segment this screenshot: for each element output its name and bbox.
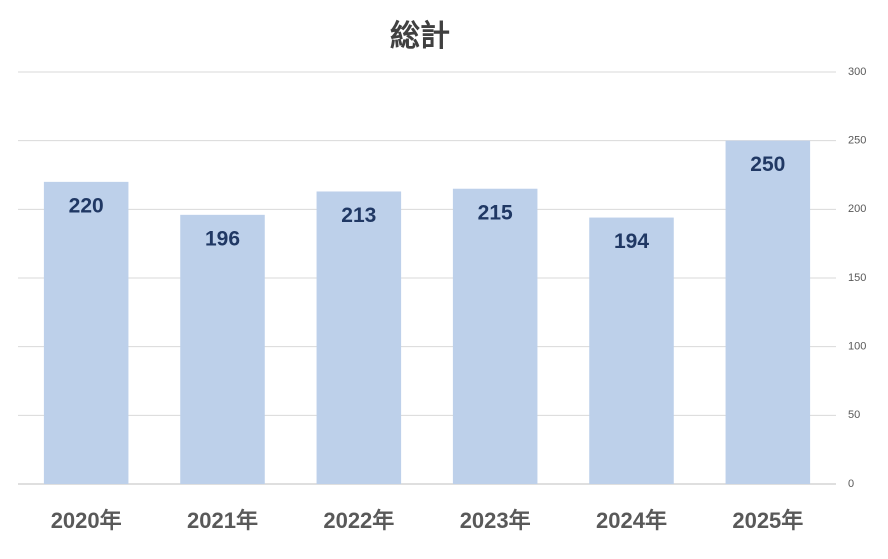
data-label: 220 [69,194,104,217]
x-tick-label: 2021年 [187,508,258,533]
y-tick-label: 150 [848,272,866,284]
bar [316,191,402,485]
data-label: 196 [205,227,240,250]
y-tick-label: 200 [848,203,866,215]
bar [43,181,129,484]
y-tick-label: 50 [848,409,860,421]
chart-title: 総計 [390,19,450,53]
bar [452,188,538,484]
x-tick-label: 2020年 [51,508,122,533]
y-tick-label: 250 [848,135,866,147]
x-tick-label: 2023年 [460,508,531,533]
x-tick-label: 2022年 [323,508,394,533]
data-label: 213 [341,204,376,227]
data-label: 215 [478,201,513,224]
y-tick-label: 100 [848,341,866,353]
bar [180,214,265,484]
x-tick-label: 2025年 [732,508,803,533]
bar [725,140,811,484]
data-label: 250 [750,153,785,176]
bar [589,217,674,484]
y-tick-label: 0 [848,478,854,490]
x-tick-label: 2024年 [596,508,667,533]
y-tick-label: 300 [848,66,866,78]
data-label: 194 [614,230,649,253]
